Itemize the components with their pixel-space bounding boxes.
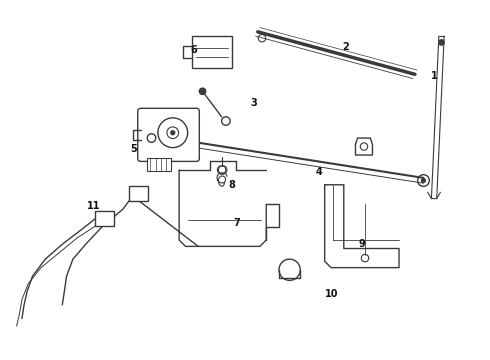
Text: 7: 7	[233, 218, 240, 228]
Text: 6: 6	[191, 45, 197, 55]
Text: 3: 3	[250, 98, 257, 108]
Bar	[95, 211, 114, 226]
Circle shape	[199, 88, 206, 94]
Text: 11: 11	[87, 201, 101, 211]
Circle shape	[439, 40, 444, 45]
Text: 2: 2	[343, 42, 349, 52]
FancyBboxPatch shape	[138, 108, 199, 161]
Circle shape	[421, 179, 425, 183]
Bar	[147, 158, 171, 171]
Text: 5: 5	[130, 144, 137, 154]
Bar	[129, 186, 148, 201]
Text: 4: 4	[316, 167, 323, 177]
Text: 9: 9	[359, 239, 365, 249]
Bar	[192, 36, 232, 68]
Text: 10: 10	[325, 289, 339, 299]
Text: 1: 1	[431, 71, 438, 81]
Circle shape	[171, 131, 174, 135]
Text: 8: 8	[229, 180, 236, 190]
